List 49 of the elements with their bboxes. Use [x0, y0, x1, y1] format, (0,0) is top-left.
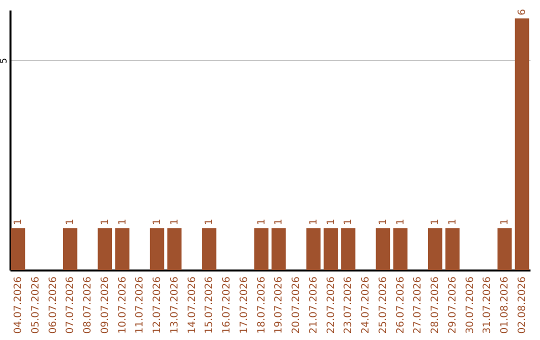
- x-tick-label: 06.07.2026: [48, 276, 59, 334]
- data-label: 1: [256, 218, 268, 226]
- x-tick-label: 24.07.2026: [360, 276, 372, 334]
- x-tick-label: 25.07.2026: [378, 276, 389, 334]
- x-tick-label: 08.07.2026: [82, 276, 94, 334]
- data-label: 1: [152, 218, 164, 226]
- x-tick-label: 22.07.2026: [326, 276, 337, 334]
- x-tick-label: 18.07.2026: [256, 276, 268, 334]
- x-tick-label: 12.07.2026: [152, 276, 164, 334]
- x-tick-label: 01.08.2026: [500, 276, 511, 334]
- x-tick-label: 20.07.2026: [291, 276, 302, 334]
- x-tick-label: 21.07.2026: [308, 276, 320, 334]
- x-tick-label: 05.07.2026: [30, 276, 42, 334]
- data-label: 1: [100, 218, 111, 226]
- x-tick-label: 14.07.2026: [186, 276, 198, 334]
- x-tick-label: 10.07.2026: [117, 276, 128, 334]
- x-tick-label: 17.07.2026: [238, 276, 250, 334]
- data-label: 1: [378, 218, 389, 226]
- x-tick-label: 29.07.2026: [447, 276, 458, 334]
- data-label: 6: [517, 9, 528, 16]
- x-tick-label: 15.07.2026: [204, 276, 216, 334]
- data-label: 1: [430, 218, 442, 226]
- x-tick-label: 30.07.2026: [464, 276, 476, 334]
- x-tick-label: 28.07.2026: [430, 276, 442, 334]
- data-label: 1: [395, 218, 406, 226]
- x-tick-label: 19.07.2026: [274, 276, 285, 334]
- data-label: 1: [65, 218, 76, 226]
- x-tick-label: 13.07.2026: [169, 276, 180, 334]
- y-tick-label: 5: [0, 58, 10, 64]
- x-tick-label: 07.07.2026: [65, 276, 76, 334]
- data-label: 1: [308, 218, 320, 226]
- x-tick-label: 26.07.2026: [395, 276, 406, 334]
- x-tick-label: 11.07.2026: [134, 276, 146, 334]
- x-tick-label: 04.07.2026: [12, 276, 24, 334]
- x-tick-label: 31.07.2026: [482, 276, 494, 334]
- data-label: 1: [204, 218, 216, 226]
- data-label: 1: [117, 218, 128, 226]
- x-tick-label: 23.07.2026: [343, 276, 354, 334]
- data-label: 1: [447, 218, 458, 226]
- data-label: 1: [12, 218, 24, 226]
- data-label: 1: [274, 218, 285, 226]
- data-label: 1: [500, 218, 511, 226]
- data-label: 1: [169, 218, 180, 226]
- x-tick-label: 27.07.2026: [412, 276, 424, 334]
- data-label: 1: [343, 218, 354, 226]
- x-tick-label: 16.07.2026: [222, 276, 233, 334]
- x-tick-label: 02.08.2026: [517, 276, 528, 334]
- x-tick-label: 09.07.2026: [100, 276, 111, 334]
- data-label: 1: [326, 218, 337, 226]
